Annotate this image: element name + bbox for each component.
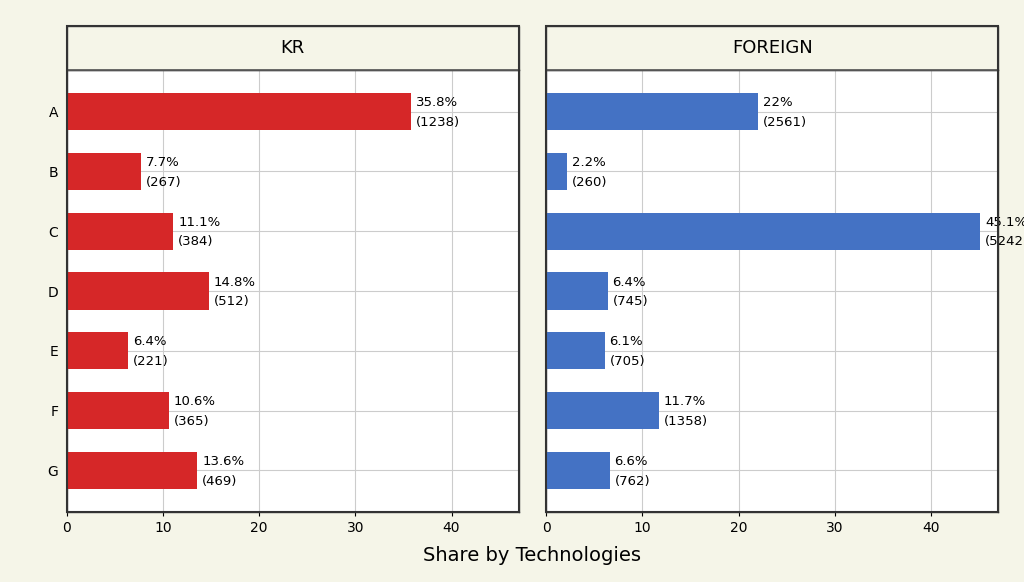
Bar — [67, 93, 411, 130]
Text: (365): (365) — [173, 415, 209, 428]
Bar — [67, 153, 140, 190]
Text: (2561): (2561) — [763, 116, 807, 129]
Text: Share by Technologies: Share by Technologies — [424, 545, 641, 565]
Text: 35.8%: 35.8% — [416, 96, 458, 109]
Text: 22%: 22% — [763, 96, 793, 109]
Text: 2.2%: 2.2% — [572, 156, 606, 169]
Text: (762): (762) — [614, 474, 650, 488]
Text: (260): (260) — [572, 176, 607, 189]
Bar — [546, 332, 605, 370]
Bar — [546, 93, 758, 130]
Text: 14.8%: 14.8% — [214, 275, 256, 289]
Text: 13.6%: 13.6% — [203, 455, 245, 468]
Text: (745): (745) — [612, 295, 648, 308]
Text: (705): (705) — [609, 355, 645, 368]
Text: 6.4%: 6.4% — [612, 275, 646, 289]
Text: (5242): (5242) — [985, 236, 1024, 249]
Text: (1358): (1358) — [664, 415, 708, 428]
Text: 6.4%: 6.4% — [133, 335, 167, 348]
Bar — [67, 332, 128, 370]
Bar — [67, 392, 169, 429]
Text: 45.1%: 45.1% — [985, 216, 1024, 229]
Text: FOREIGN: FOREIGN — [732, 39, 813, 57]
Bar — [546, 212, 980, 250]
Text: (384): (384) — [178, 236, 214, 249]
Bar — [546, 153, 567, 190]
Text: (267): (267) — [145, 176, 181, 189]
Bar — [67, 212, 173, 250]
Text: (512): (512) — [214, 295, 250, 308]
Bar — [546, 392, 658, 429]
Text: 7.7%: 7.7% — [145, 156, 179, 169]
Text: 11.1%: 11.1% — [178, 216, 220, 229]
Bar — [67, 452, 198, 489]
Text: (469): (469) — [203, 474, 238, 488]
Text: 6.6%: 6.6% — [614, 455, 648, 468]
Text: 11.7%: 11.7% — [664, 395, 706, 408]
Text: (1238): (1238) — [416, 116, 460, 129]
Text: KR: KR — [281, 39, 305, 57]
Bar — [546, 452, 609, 489]
Text: 6.1%: 6.1% — [609, 335, 643, 348]
Text: (221): (221) — [133, 355, 169, 368]
Bar — [546, 272, 607, 310]
Text: 10.6%: 10.6% — [173, 395, 215, 408]
Bar — [67, 272, 209, 310]
